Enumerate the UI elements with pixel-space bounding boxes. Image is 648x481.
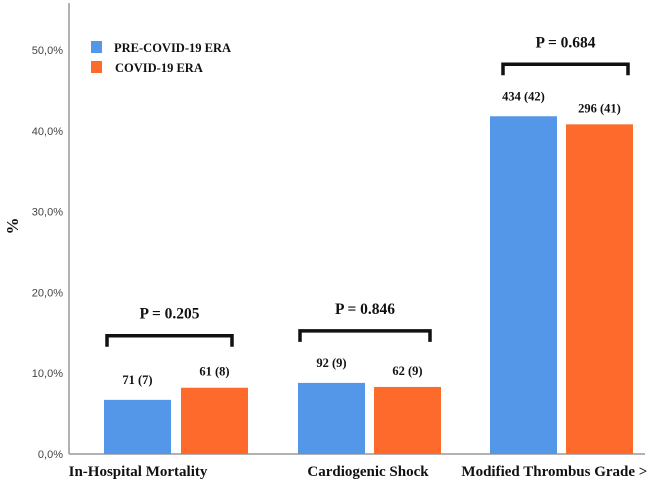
legend-label: PRE-COVID-19 ERA xyxy=(114,41,231,55)
y-tick-label: 30,0% xyxy=(32,207,63,219)
bar-data-label: 62 (9) xyxy=(392,364,422,378)
p-value-label: P = 0.846 xyxy=(335,301,395,318)
p-value-label: P = 0.205 xyxy=(139,306,199,323)
bar xyxy=(566,124,633,454)
bar-data-label: 71 (7) xyxy=(122,373,152,387)
legend-label: COVID-19 ERA xyxy=(115,61,203,75)
x-category-label: In-Hospital Mortality xyxy=(69,464,208,480)
y-tick-label: 20,0% xyxy=(32,287,63,299)
y-tick-label: 0,0% xyxy=(38,449,63,461)
x-category-label: Modified Thrombus Grade > 3 xyxy=(461,464,648,480)
bar-data-label: 296 (41) xyxy=(578,101,621,115)
significance-bracket xyxy=(501,62,630,76)
p-value-label: P = 0.684 xyxy=(535,34,595,51)
legend-swatch xyxy=(91,41,102,53)
bar-data-label: 61 (8) xyxy=(199,365,229,379)
bar xyxy=(181,387,248,454)
legend-swatch xyxy=(91,61,102,73)
bar-data-label: 434 (42) xyxy=(502,89,545,103)
y-axis-label: % xyxy=(3,218,22,235)
significance-bracket xyxy=(298,329,432,342)
significance-bracket xyxy=(105,333,234,347)
y-tick-label: 10,0% xyxy=(32,368,63,380)
legend: PRE-COVID-19 ERA COVID-19 ERA xyxy=(91,41,231,75)
bar-data-label: 92 (9) xyxy=(316,356,346,370)
y-tick-label: 50,0% xyxy=(32,45,63,57)
bar xyxy=(490,116,557,455)
bar xyxy=(104,399,171,454)
bar xyxy=(298,382,365,454)
bar xyxy=(374,386,441,454)
x-category-label: Cardiogenic Shock xyxy=(307,464,429,480)
y-tick-label: 40,0% xyxy=(32,126,63,138)
